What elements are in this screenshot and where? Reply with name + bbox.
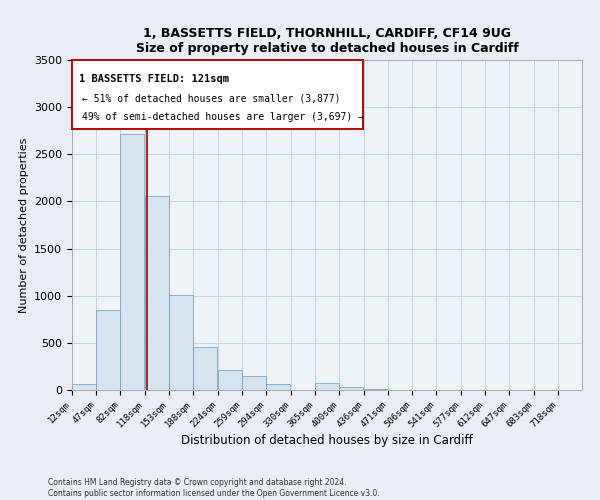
Bar <box>242 376 266 390</box>
Text: ← 51% of detached houses are smaller (3,877): ← 51% of detached houses are smaller (3,… <box>82 94 341 104</box>
Bar <box>72 60 362 130</box>
Text: 1 BASSETTS FIELD: 121sqm: 1 BASSETTS FIELD: 121sqm <box>79 74 229 85</box>
Bar <box>72 384 96 390</box>
Text: 49% of semi-detached houses are larger (3,697) →: 49% of semi-detached houses are larger (… <box>82 112 364 122</box>
Bar <box>96 310 120 390</box>
Title: 1, BASSETTS FIELD, THORNHILL, CARDIFF, CF14 9UG
Size of property relative to det: 1, BASSETTS FIELD, THORNHILL, CARDIFF, C… <box>136 26 518 54</box>
Bar <box>315 384 339 390</box>
Bar <box>266 384 290 390</box>
Bar <box>218 370 242 390</box>
Bar <box>145 196 169 390</box>
Bar <box>169 295 193 390</box>
Bar <box>193 346 217 390</box>
Y-axis label: Number of detached properties: Number of detached properties <box>19 138 29 312</box>
Text: Contains HM Land Registry data © Crown copyright and database right 2024.
Contai: Contains HM Land Registry data © Crown c… <box>48 478 380 498</box>
Bar <box>364 389 388 390</box>
Bar <box>339 386 363 390</box>
Bar <box>120 134 144 390</box>
X-axis label: Distribution of detached houses by size in Cardiff: Distribution of detached houses by size … <box>181 434 473 448</box>
